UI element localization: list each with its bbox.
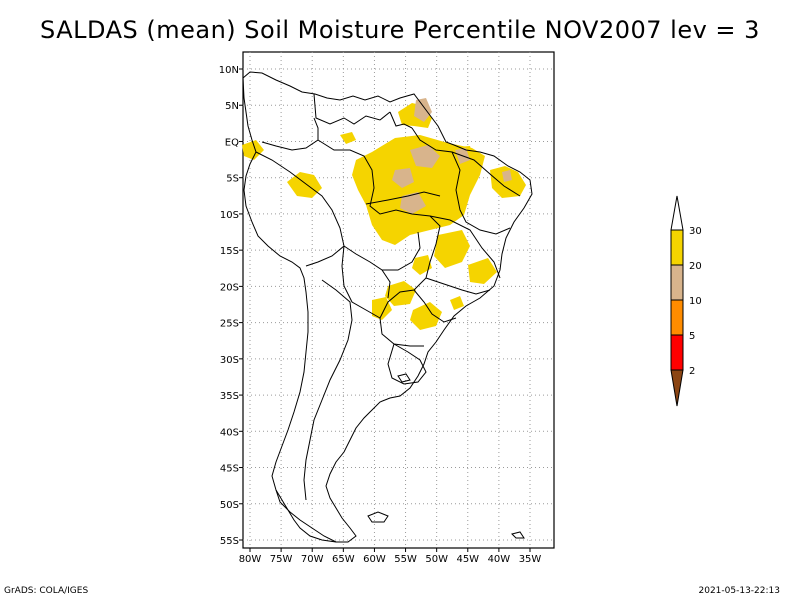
longitude-labels: 80W 75W 70W 65W 60W 55W 50W 45W 40W 35W — [239, 554, 542, 565]
soil-moisture-shading — [242, 98, 526, 330]
legend-label: 2 — [689, 366, 695, 377]
legend-label: 5 — [689, 331, 695, 342]
lat-label: 10S — [220, 210, 239, 221]
lat-label: 10N — [219, 65, 239, 76]
lon-label: 55W — [394, 554, 417, 565]
legend-swatch-5-10 — [670, 299, 684, 336]
coastlines-borders — [242, 71, 533, 543]
lat-label: 20S — [220, 282, 239, 293]
lon-label: 75W — [270, 554, 293, 565]
credit-text: GrADS: COLA/IGES — [4, 586, 89, 596]
lat-label: 25S — [220, 319, 239, 330]
lat-label: 15S — [220, 246, 239, 257]
axis-ticks — [239, 68, 531, 552]
map-title: SALDAS (mean) Soil Moisture Percentile N… — [40, 16, 760, 44]
lat-label: 5S — [226, 174, 239, 185]
lon-label: 65W — [332, 554, 355, 565]
latitude-labels: 10N 5N EQ 5S 10S 15S 20S 25S 30S 35S 40S… — [219, 65, 239, 547]
legend-label: 10 — [689, 296, 702, 307]
lon-label: 40W — [488, 554, 511, 565]
legend-arrow-top — [670, 195, 684, 231]
legend-swatch-2-5 — [670, 334, 684, 371]
lat-label: 35S — [220, 391, 239, 402]
lat-label: EQ — [225, 137, 239, 148]
lon-label: 80W — [239, 554, 262, 565]
lat-label: 55S — [220, 536, 239, 547]
lon-label: 35W — [519, 554, 542, 565]
lat-label: 40S — [220, 427, 239, 438]
legend-labels: 30 20 10 5 2 — [689, 226, 702, 377]
legend-arrow-bottom — [670, 369, 684, 407]
lat-label: 50S — [220, 500, 239, 511]
lon-label: 45W — [456, 554, 479, 565]
color-legend — [670, 195, 684, 407]
lat-label: 5N — [225, 101, 239, 112]
legend-swatch-20-30 — [670, 229, 684, 266]
lat-label: 45S — [220, 464, 239, 475]
lon-label: 70W — [301, 554, 324, 565]
lat-label: 30S — [220, 355, 239, 366]
lon-label: 50W — [425, 554, 448, 565]
legend-swatch-10-20 — [670, 264, 684, 301]
legend-label: 20 — [689, 261, 702, 272]
legend-label: 30 — [689, 226, 702, 237]
timestamp-text: 2021-05-13-22:13 — [698, 586, 781, 596]
lon-label: 60W — [363, 554, 386, 565]
